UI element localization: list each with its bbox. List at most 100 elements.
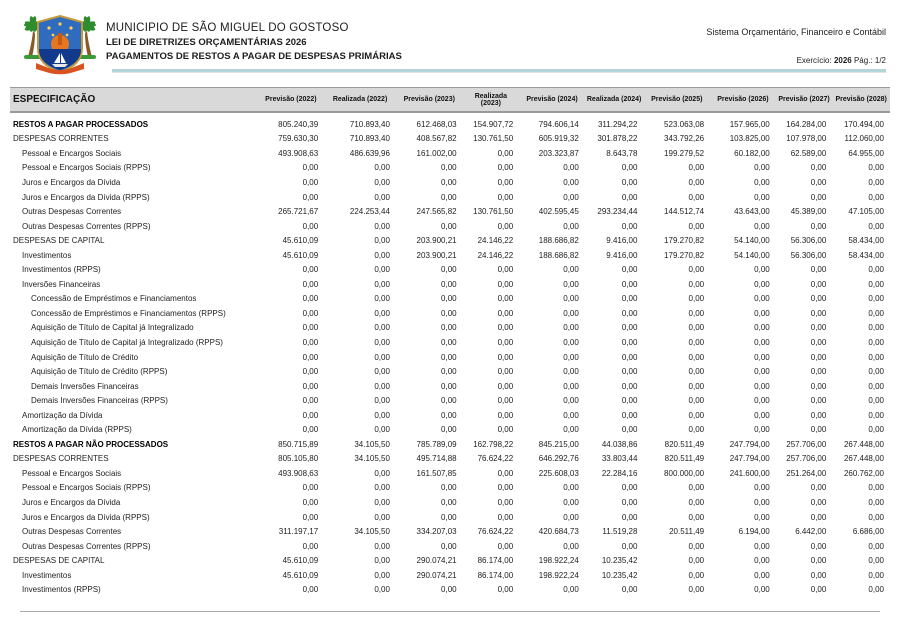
value-cell: 0,00 [868,410,884,420]
value-cell: 0,00 [810,221,827,231]
spec-cell: Pessoal e Encargos Sociais [22,148,122,158]
report-header: MUNICIPIO DE SÃO MIGUEL DO GOSTOSO LEI D… [106,21,402,63]
value-cell: 0,00 [868,265,884,275]
value-cell: 0,00 [441,585,457,595]
value-cell: 0,00 [497,163,514,173]
value-cell: 0,00 [563,497,579,507]
value-cell: 130.761,50 [473,207,514,217]
value-cell: 0,00 [441,352,457,362]
value-cell: 60.182,00 [734,148,770,158]
value-cell: 785.789,09 [416,439,457,449]
value-cell: 0,00 [563,294,579,304]
value-cell: 44.038,86 [601,439,638,449]
value-cell: 6.194,00 [738,527,770,537]
value-cell: 0,00 [497,367,514,377]
table-row: Outras Despesas Correntes 265.721,67 224.2… [10,204,890,219]
spec-cell: Outras Despesas Correntes [22,527,122,537]
table-row: Concessão de Empréstimos e Financiamento… [10,292,890,307]
value-cell: 247.794,00 [729,454,770,464]
value-cell: 0,00 [302,163,319,173]
value-cell: 0,00 [688,308,705,318]
value-cell: 0,00 [374,265,390,275]
value-cell: 0,00 [441,221,457,231]
value-cell: 58.434,00 [848,236,884,246]
value-cell: 62.589,00 [790,148,827,158]
value-cell: 0,00 [810,352,827,362]
value-cell: 0,00 [563,265,579,275]
value-cell: 0,00 [810,294,827,304]
value-cell: 0,00 [374,236,390,246]
value-cell: 0,00 [302,337,319,347]
value-cell: 0,00 [497,381,514,391]
spec-cell: RESTOS A PAGAR PROCESSADOS [13,119,149,129]
value-cell: 0,00 [621,323,638,333]
value-cell: 6.442,00 [795,527,827,537]
value-cell: 0,00 [868,396,884,406]
value-cell: 0,00 [868,221,884,231]
value-cell: 646.292,76 [538,454,579,464]
spec-cell: Concessão de Empréstimos e Financiamento… [31,308,226,318]
value-cell: 612.468,03 [416,119,457,129]
value-cell: 0,00 [754,323,770,333]
value-cell: 45.389,00 [790,207,827,217]
value-cell: 33.803,44 [601,454,638,464]
year-column-header: Realizada (2022) [324,87,396,113]
value-cell: 0,00 [688,352,705,362]
value-cell: 0,00 [563,337,579,347]
year-column-header: Previsão (2023) [395,87,463,113]
value-cell: 0,00 [441,308,457,318]
value-cell: 0,00 [302,308,319,318]
spec-cell: Outras Despesas Correntes [22,207,122,217]
spec-cell: DESPESAS CORRENTES [13,454,109,464]
value-cell: 0,00 [754,163,770,173]
value-cell: 0,00 [302,221,319,231]
value-cell: 8.643,78 [606,148,638,158]
value-cell: 0,00 [810,396,827,406]
spec-cell: Investimentos (RPPS) [22,265,101,275]
value-cell: 0,00 [441,279,457,289]
value-cell: 0,00 [563,410,579,420]
value-cell: 334.207,03 [416,527,457,537]
spec-column-header: ESPECIFICAÇÃO [10,87,258,113]
value-cell: 0,00 [563,177,579,187]
value-cell: 260.762,00 [843,468,884,478]
value-cell: 0,00 [374,279,390,289]
value-cell: 0,00 [621,279,638,289]
page-number: Pág.: 1/2 [853,56,886,65]
value-cell: 0,00 [810,570,827,580]
value-cell: 0,00 [563,483,579,493]
value-cell: 0,00 [302,367,319,377]
value-cell: 0,00 [497,497,514,507]
value-cell: 0,00 [868,337,884,347]
value-cell: 0,00 [374,294,390,304]
spec-cell: Concessão de Empréstimos e Financiamento… [31,294,197,304]
year-column-header: Previsão (2027) [775,87,833,113]
value-cell: 0,00 [441,192,457,202]
value-cell: 130.761,50 [473,134,514,144]
spec-cell: RESTOS A PAGAR NÃO PROCESSADOS [13,439,169,449]
year-column-header: Realizada (2024) [584,87,644,113]
value-cell: 759.630,30 [278,134,319,144]
value-cell: 0,00 [868,192,884,202]
table-row: Demais Inversões Financeiras 0,00 0,00 0,00… [10,379,890,394]
value-cell: 0,00 [302,323,319,333]
value-cell: 0,00 [374,396,390,406]
value-cell: 0,00 [621,163,638,173]
value-cell: 0,00 [374,308,390,318]
value-cell: 0,00 [497,265,514,275]
value-cell: 198.922,24 [538,570,579,580]
value-cell: 0,00 [302,352,319,362]
table-row: RESTOS A PAGAR PROCESSADOS 805.240,39 710.… [10,112,890,132]
value-cell: 0,00 [441,265,457,275]
value-cell: 0,00 [754,556,770,566]
value-cell: 0,00 [374,512,390,522]
table-row: Juros e Encargos da Dívida 0,00 0,00 0,00 0,… [10,175,890,190]
value-cell: 56.306,00 [790,236,827,246]
value-cell: 34.105,50 [354,439,390,449]
value-cell: 495.714,88 [416,454,457,464]
value-cell: 0,00 [810,163,827,173]
value-cell: 0,00 [754,570,770,580]
table-row: Inversões Financeiras 0,00 0,00 0,00 0,00 0,0… [10,277,890,292]
value-cell: 0,00 [810,425,827,435]
value-cell: 0,00 [302,192,319,202]
